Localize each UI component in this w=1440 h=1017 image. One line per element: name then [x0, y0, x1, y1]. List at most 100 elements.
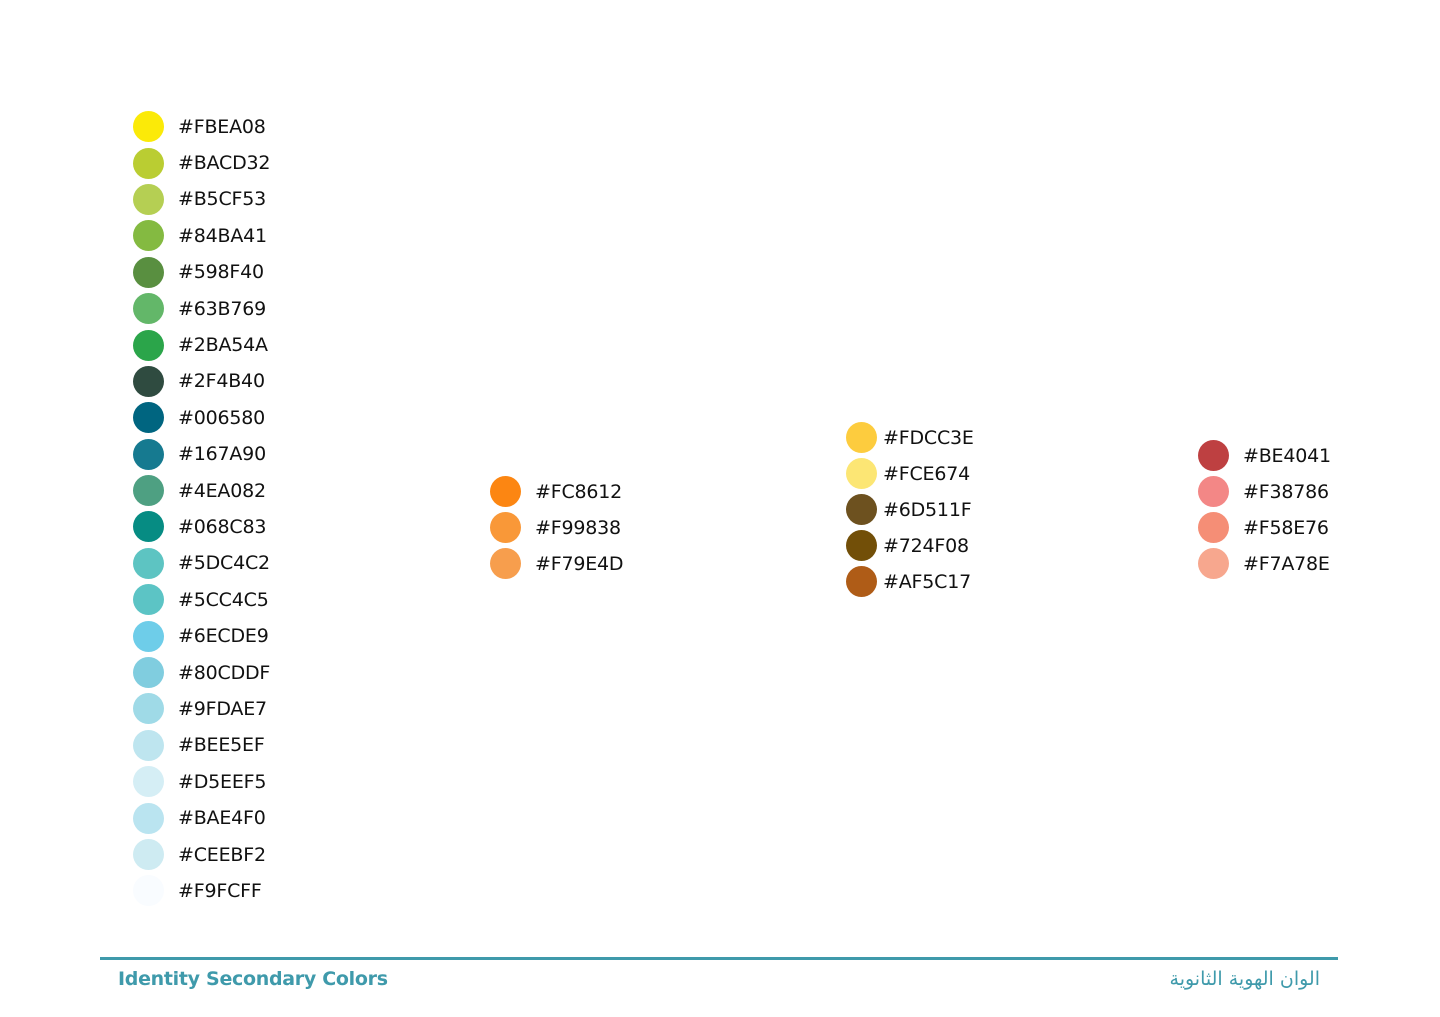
color-hex-label: #2F4B40 [178, 370, 265, 393]
color-swatch: #F9FCFF [133, 873, 270, 909]
color-hex-label: #BE4041 [1243, 444, 1331, 467]
color-hex-label: #724F08 [883, 534, 969, 557]
color-swatch: #AF5C17 [846, 564, 974, 600]
color-swatch: #BAE4F0 [133, 800, 270, 836]
color-dot [490, 548, 521, 579]
color-dot [133, 802, 164, 834]
color-swatch: #CEEBF2 [133, 836, 270, 872]
color-hex-label: #B5CF53 [178, 188, 267, 211]
color-dot [1198, 512, 1229, 543]
color-hex-label: #BEE5EF [178, 734, 265, 757]
swatch-group-yellows-browns: #FDCC3E #FCE674 #6D511F #724F08 #AF5C17 [846, 420, 974, 600]
color-dot [133, 766, 164, 798]
color-swatch: #D5EEF5 [133, 764, 270, 800]
color-hex-label: #F99838 [535, 516, 621, 539]
color-dot [133, 365, 164, 397]
color-hex-label: #2BA54A [178, 334, 268, 357]
color-swatch: #167A90 [133, 436, 270, 472]
color-hex-label: #63B769 [178, 297, 266, 320]
color-hex-label: #CEEBF2 [178, 843, 266, 866]
footer-title-english: Identity Secondary Colors [118, 968, 388, 990]
color-dot [133, 402, 164, 434]
color-hex-label: #598F40 [178, 261, 264, 284]
color-hex-label: #FC8612 [535, 480, 623, 503]
color-dot [133, 693, 164, 725]
color-dot [133, 547, 164, 579]
color-hex-label: #84BA41 [178, 224, 267, 247]
color-hex-label: #FCE674 [883, 462, 970, 485]
color-swatch: #80CDDF [133, 654, 270, 690]
color-hex-label: #AF5C17 [883, 570, 971, 593]
color-dot [846, 422, 877, 453]
color-hex-label: #5CC4C5 [178, 588, 269, 611]
color-swatch: #5DC4C2 [133, 545, 270, 581]
color-hex-label: #FBEA08 [178, 115, 266, 138]
color-dot [846, 494, 877, 525]
color-hex-label: #5DC4C2 [178, 552, 270, 575]
color-dot [846, 566, 877, 597]
color-dot [133, 511, 164, 543]
color-dot [846, 458, 877, 489]
color-hex-label: #F7A78E [1243, 552, 1330, 575]
color-dot [133, 111, 164, 143]
color-dot [133, 875, 164, 907]
color-hex-label: #BACD32 [178, 152, 271, 175]
color-hex-label: #068C83 [178, 515, 267, 538]
color-dot [133, 839, 164, 870]
color-swatch: #BACD32 [133, 145, 270, 181]
color-swatch: #F38786 [1198, 474, 1331, 510]
color-swatch: #9FDAE7 [133, 691, 270, 727]
footer-divider [100, 957, 1338, 960]
color-dot [133, 438, 164, 470]
swatch-group-greens-blues: #FBEA08 #BACD32 #B5CF53 #84BA41 #598F40 #63B7… [133, 109, 270, 910]
color-swatch: #598F40 [133, 254, 270, 290]
color-swatch: #4EA082 [133, 472, 270, 508]
color-swatch: #6D511F [846, 492, 974, 528]
color-hex-label: #F79E4D [535, 552, 624, 575]
color-dot [1198, 476, 1229, 507]
color-dot [133, 147, 164, 179]
color-swatch: #F99838 [490, 510, 623, 546]
color-dot [1198, 440, 1229, 471]
color-swatch: #BEE5EF [133, 727, 270, 763]
color-swatch: #FDCC3E [846, 420, 974, 456]
color-hex-label: #80CDDF [178, 661, 271, 684]
color-swatch: #BE4041 [1198, 438, 1331, 474]
color-dot [133, 657, 164, 689]
color-dot [133, 329, 164, 361]
color-dot [490, 476, 521, 507]
color-swatch: #2F4B40 [133, 363, 270, 399]
color-hex-label: #F9FCFF [178, 879, 262, 902]
color-swatch: #84BA41 [133, 218, 270, 254]
color-dot [133, 584, 164, 616]
color-dot [133, 475, 164, 507]
color-swatch: #FC8612 [490, 474, 623, 510]
color-hex-label: #F58E76 [1243, 516, 1329, 539]
color-hex-label: #F38786 [1243, 480, 1329, 503]
color-dot [133, 293, 164, 325]
color-dot [133, 220, 164, 252]
color-hex-label: #006580 [178, 406, 266, 429]
color-dot [490, 512, 521, 543]
color-hex-label: #6D511F [883, 498, 972, 521]
color-hex-label: #6ECDE9 [178, 625, 269, 648]
color-hex-label: #9FDAE7 [178, 697, 267, 720]
color-swatch: #F79E4D [490, 546, 624, 582]
footer-title-arabic: الوان الهوية الثانوية [1169, 968, 1320, 990]
swatch-group-oranges: #FC8612 #F99838 #F79E4D [490, 474, 624, 582]
color-swatch: #068C83 [133, 509, 270, 545]
color-dot [133, 620, 164, 652]
color-swatch: #FBEA08 [133, 109, 270, 145]
swatch-group-reds: #BE4041 #F38786 #F58E76 #F7A78E [1198, 438, 1331, 582]
color-hex-label: #D5EEF5 [178, 770, 267, 793]
color-swatch: #F7A78E [1198, 546, 1331, 582]
color-hex-label: #4EA082 [178, 479, 266, 502]
color-swatch: #006580 [133, 400, 270, 436]
color-swatch: #5CC4C5 [133, 582, 270, 618]
color-swatch: #724F08 [846, 528, 974, 564]
color-hex-label: #FDCC3E [883, 426, 974, 449]
color-swatch: #2BA54A [133, 327, 270, 363]
color-swatch: #6ECDE9 [133, 618, 270, 654]
color-swatch: #FCE674 [846, 456, 974, 492]
color-dot [1198, 548, 1229, 579]
